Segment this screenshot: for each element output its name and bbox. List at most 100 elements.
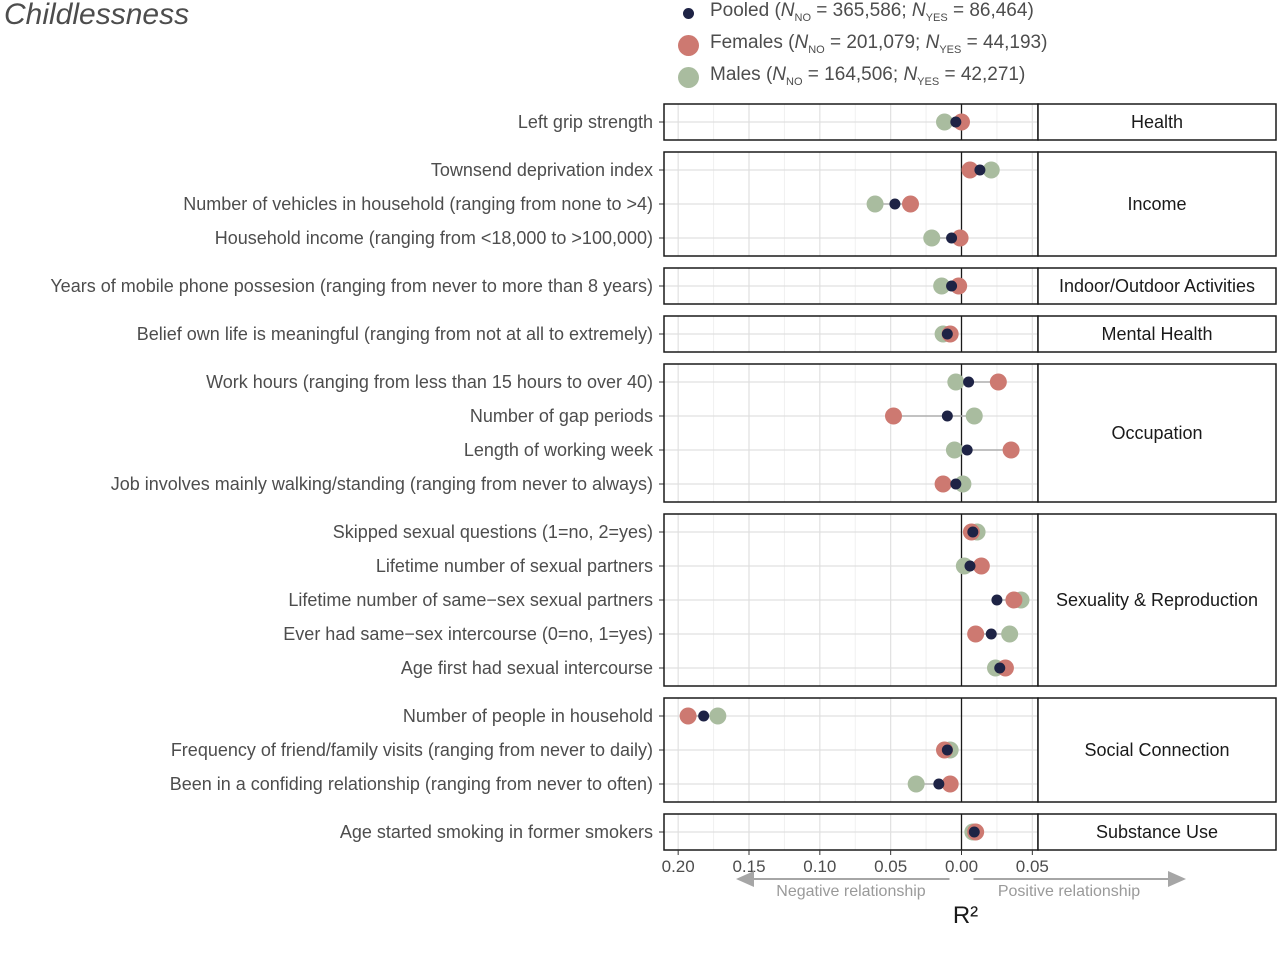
females-point: [941, 775, 959, 793]
females-point: [934, 475, 952, 493]
row-label: Length of working week: [464, 440, 654, 460]
panel-1: Townsend deprivation index Number of vehi…: [183, 151, 1277, 257]
males-point: [923, 229, 941, 247]
panel-background: [664, 364, 1038, 502]
legend-dot-males: [677, 66, 699, 88]
x-tick-label: 0.05: [874, 857, 907, 876]
facet-strip: [1037, 813, 1277, 851]
females-point: [679, 707, 697, 725]
pooled-point: [985, 628, 997, 640]
negative-arrow-head: [736, 871, 754, 887]
pooled-point: [698, 710, 710, 722]
row-label: Lifetime number of same−sex sexual partn…: [288, 590, 653, 610]
females-point: [967, 625, 985, 643]
males-point: [945, 441, 963, 459]
pooled-point: [950, 116, 962, 128]
males-point: [936, 113, 953, 131]
legend-dot-females: [677, 34, 699, 56]
pooled-point: [963, 376, 975, 388]
row-label: Belief own life is meaningful (ranging f…: [137, 324, 653, 344]
row-label: Work hours (ranging from less than 15 ho…: [206, 372, 653, 392]
panel-6: Number of people in household Frequency o…: [170, 697, 1277, 803]
negative-relationship-label: Negative relationship: [776, 883, 926, 900]
row-label: Left grip strength: [518, 112, 653, 132]
positive-relationship-label: Positive relationship: [998, 883, 1140, 900]
x-tick-label: 0.15: [732, 857, 765, 876]
row-label: Skipped sexual questions (1=no, 2=yes): [333, 522, 653, 542]
facet-label: Indoor/Outdoor Activities: [1059, 276, 1255, 296]
row-label: Ever had same−sex intercourse (0=no, 1=y…: [283, 624, 653, 644]
facet-strip: [1037, 315, 1277, 353]
legend-label-females: Females (NNO = 201,079; NYES = 44,193): [710, 32, 1048, 56]
row-label: Number of vehicles in household (ranging…: [183, 194, 653, 214]
panel-7: Age started smoking in former smokers Sub…: [340, 813, 1277, 851]
pooled-point: [991, 594, 1003, 606]
facet-strip: [1037, 513, 1277, 687]
pooled-point: [941, 328, 953, 340]
row-label: Frequency of friend/family visits (rangi…: [171, 740, 653, 760]
females-point: [902, 195, 919, 213]
positive-arrow-head: [1168, 871, 1186, 887]
panel-5: Skipped sexual questions (1=no, 2=yes) Li…: [283, 513, 1277, 687]
males-point: [907, 775, 925, 793]
row-label: Age started smoking in former smokers: [340, 822, 653, 842]
males-point: [709, 707, 727, 725]
pooled-point: [933, 778, 945, 790]
legend-label-pooled: Pooled (NNO = 365,586; NYES = 86,464): [710, 0, 1034, 24]
females-point: [885, 407, 902, 425]
x-axis-label: R²: [953, 902, 978, 929]
facet-label: Occupation: [1111, 423, 1202, 443]
facet-label: Sexuality & Reproduction: [1056, 590, 1258, 610]
pooled-point: [961, 444, 973, 456]
x-tick-label: 0.10: [803, 857, 836, 876]
x-tick-label: 0.05: [1016, 857, 1049, 876]
facet-label: Health: [1131, 112, 1183, 132]
facet-label: Mental Health: [1101, 324, 1212, 344]
legend-label-males: Males (NNO = 164,506; NYES = 42,271): [710, 64, 1026, 88]
males-point: [866, 195, 884, 213]
row-label: Number of people in household: [403, 706, 653, 726]
pooled-point: [967, 526, 979, 538]
row-label: Household income (ranging from <18,000 t…: [215, 228, 653, 248]
pooled-point: [968, 826, 980, 838]
row-label: Job involves mainly walking/standing (ra…: [111, 474, 653, 494]
facet-strip: [1037, 363, 1277, 503]
pooled-point: [941, 744, 953, 756]
row-label: Been in a confiding relationship (rangin…: [170, 774, 653, 794]
females-point: [951, 229, 969, 247]
pooled-point: [941, 410, 953, 422]
chart-title: Childlessness: [4, 0, 190, 31]
row-label: Townsend deprivation index: [431, 160, 653, 180]
facet-label: Substance Use: [1096, 822, 1218, 842]
x-tick-label: 0.20: [662, 857, 695, 876]
females-point: [989, 373, 1007, 391]
legend-dot-pooled: [682, 7, 694, 19]
x-tick-label: 0.00: [945, 857, 978, 876]
pooled-point: [946, 280, 958, 292]
row-label: Years of mobile phone possesion (ranging…: [50, 276, 653, 296]
males-point: [933, 277, 951, 295]
males-point: [1001, 625, 1019, 643]
facet-strip: [1037, 267, 1277, 305]
females-point: [1005, 591, 1023, 609]
row-label: Age first had sexual intercourse: [401, 658, 653, 678]
pooled-point: [889, 198, 901, 210]
panel-0: Left grip strength Health: [518, 103, 1277, 141]
row-label: Lifetime number of sexual partners: [376, 556, 653, 576]
pooled-point: [950, 478, 962, 490]
facet-strip: [1037, 697, 1277, 803]
females-point: [961, 161, 979, 179]
males-point: [965, 407, 983, 425]
facet-strip: [1037, 151, 1277, 257]
females-point: [1002, 441, 1020, 459]
facet-label: Social Connection: [1084, 740, 1229, 760]
pooled-point: [994, 662, 1006, 674]
facet-label: Income: [1127, 194, 1186, 214]
males-point: [947, 373, 965, 391]
males-point: [982, 161, 1000, 179]
facet-strip: [1037, 103, 1277, 141]
females-point: [972, 557, 990, 575]
row-label: Number of gap periods: [470, 406, 653, 426]
pooled-point: [946, 232, 958, 244]
